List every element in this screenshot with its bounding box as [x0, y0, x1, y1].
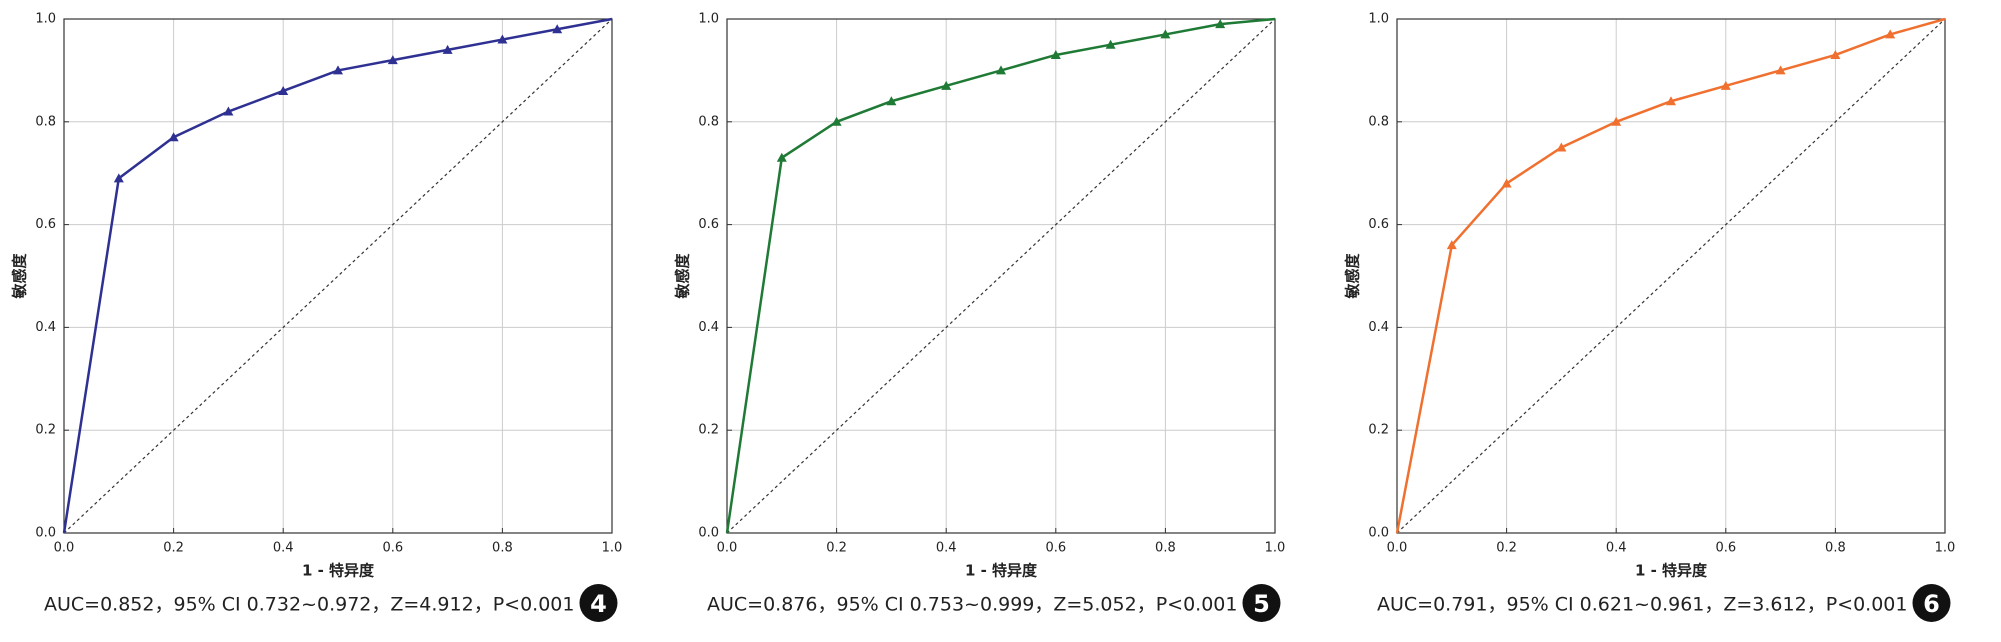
x-tick-label: 0.6 — [382, 541, 403, 556]
point-marker — [1666, 96, 1676, 106]
caption: AUC=0.876，95% CI 0.753~0.999，Z=5.052，P<0… — [707, 594, 1237, 616]
point-marker — [1050, 49, 1061, 59]
y-axis-label: 敏感度 — [1344, 253, 1362, 300]
point-marker — [776, 152, 787, 162]
x-tick-label: 1.0 — [1265, 541, 1286, 556]
point-marker — [1105, 39, 1116, 49]
panel-number: 5 — [1253, 590, 1270, 618]
x-axis-label: 1 - 特异度 — [302, 562, 375, 580]
point-marker — [1501, 178, 1512, 188]
point-marker — [1720, 80, 1731, 90]
panel-badge — [1912, 584, 1951, 622]
point-marker — [113, 173, 124, 183]
point-marker — [552, 24, 563, 34]
y-tick-label: 0.6 — [35, 217, 56, 232]
y-tick-label: 1.0 — [698, 12, 719, 27]
caption: AUC=0.852，95% CI 0.732~0.972，Z=4.912，P<0… — [44, 594, 574, 616]
chart-panel: 0.0 0.2 0.4 0.6 0.8 1.0 0.0 0.2 0.4 0.6 0.8 1.0 1 - … — [1344, 12, 1956, 622]
y-tick-label: 0.2 — [698, 423, 719, 438]
point-marker — [333, 65, 343, 75]
reference-diagonal — [63, 18, 613, 534]
y-tick-label: 0.4 — [1368, 320, 1389, 335]
point-marker — [1830, 49, 1841, 59]
x-tick-label: 0.4 — [936, 541, 957, 556]
x-tick-label: 0.0 — [54, 541, 75, 556]
y-tick-label: 0.6 — [1368, 217, 1389, 232]
x-tick-label: 0.6 — [1715, 541, 1736, 556]
x-tick-label: 0.4 — [1606, 541, 1627, 556]
y-tick-label: 0.8 — [1368, 114, 1389, 129]
y-axis-label: 敏感度 — [11, 253, 29, 300]
x-tick-label: 0.2 — [163, 541, 184, 556]
chart-panel: 0.0 0.2 0.4 0.6 0.8 1.0 0.0 0.2 0.4 0.6 0.8 1.0 1 - … — [11, 12, 623, 622]
panel-badge — [579, 584, 618, 622]
point-marker — [886, 96, 897, 106]
point-marker — [1446, 240, 1457, 250]
y-tick-label: 0.6 — [698, 217, 719, 232]
x-axis-label: 1 - 特异度 — [965, 562, 1038, 580]
y-tick-label: 1.0 — [1368, 12, 1389, 27]
point-marker — [168, 132, 179, 142]
y-tick-label: 0.4 — [35, 320, 56, 335]
caption: AUC=0.791，95% CI 0.621~0.961，Z=3.612，P<0… — [1377, 594, 1907, 616]
point-marker — [1556, 142, 1567, 152]
plot-frame — [1396, 18, 1946, 534]
point-marker — [497, 34, 508, 44]
y-tick-label: 0.8 — [698, 114, 719, 129]
x-tick-label: 0.2 — [826, 541, 847, 556]
x-tick-label: 0.8 — [1825, 541, 1846, 556]
x-tick-label: 0.0 — [717, 541, 738, 556]
y-axis-label: 敏感度 — [674, 253, 692, 300]
panel-number: 6 — [1923, 590, 1940, 618]
x-tick-label: 1.0 — [1935, 541, 1956, 556]
point-marker — [1885, 29, 1896, 39]
point-marker — [996, 65, 1006, 75]
x-tick-label: 0.8 — [1155, 541, 1176, 556]
y-tick-label: 0.0 — [1368, 526, 1389, 541]
x-tick-label: 0.8 — [492, 541, 513, 556]
point-marker — [387, 55, 398, 65]
point-marker — [1215, 19, 1226, 29]
x-tick-label: 0.4 — [273, 541, 294, 556]
reference-diagonal — [726, 18, 1276, 534]
point-marker — [223, 106, 234, 116]
y-tick-label: 0.0 — [35, 526, 56, 541]
point-marker — [831, 116, 842, 126]
x-axis-label: 1 - 特异度 — [1635, 562, 1708, 580]
point-marker — [1775, 65, 1786, 75]
x-tick-label: 1.0 — [602, 541, 623, 556]
y-tick-label: 0.8 — [35, 114, 56, 129]
point-marker — [1160, 29, 1171, 39]
point-marker — [278, 85, 289, 95]
y-tick-label: 0.4 — [698, 320, 719, 335]
reference-diagonal — [1396, 18, 1946, 534]
x-tick-label: 0.6 — [1045, 541, 1066, 556]
panel-badge — [1242, 584, 1281, 622]
y-tick-label: 1.0 — [35, 12, 56, 27]
y-tick-label: 0.2 — [1368, 423, 1389, 438]
point-marker — [1611, 116, 1622, 126]
plot-frame — [726, 18, 1276, 534]
point-marker — [941, 80, 952, 90]
x-tick-label: 0.2 — [1496, 541, 1517, 556]
chart-panel: 0.0 0.2 0.4 0.6 0.8 1.0 0.0 0.2 0.4 0.6 0.8 1.0 1 - … — [674, 12, 1286, 622]
x-tick-label: 0.0 — [1387, 541, 1408, 556]
panel-number: 4 — [590, 590, 607, 618]
y-tick-label: 0.2 — [35, 423, 56, 438]
plot-frame — [63, 18, 613, 534]
point-marker — [442, 44, 453, 54]
y-tick-label: 0.0 — [698, 526, 719, 541]
